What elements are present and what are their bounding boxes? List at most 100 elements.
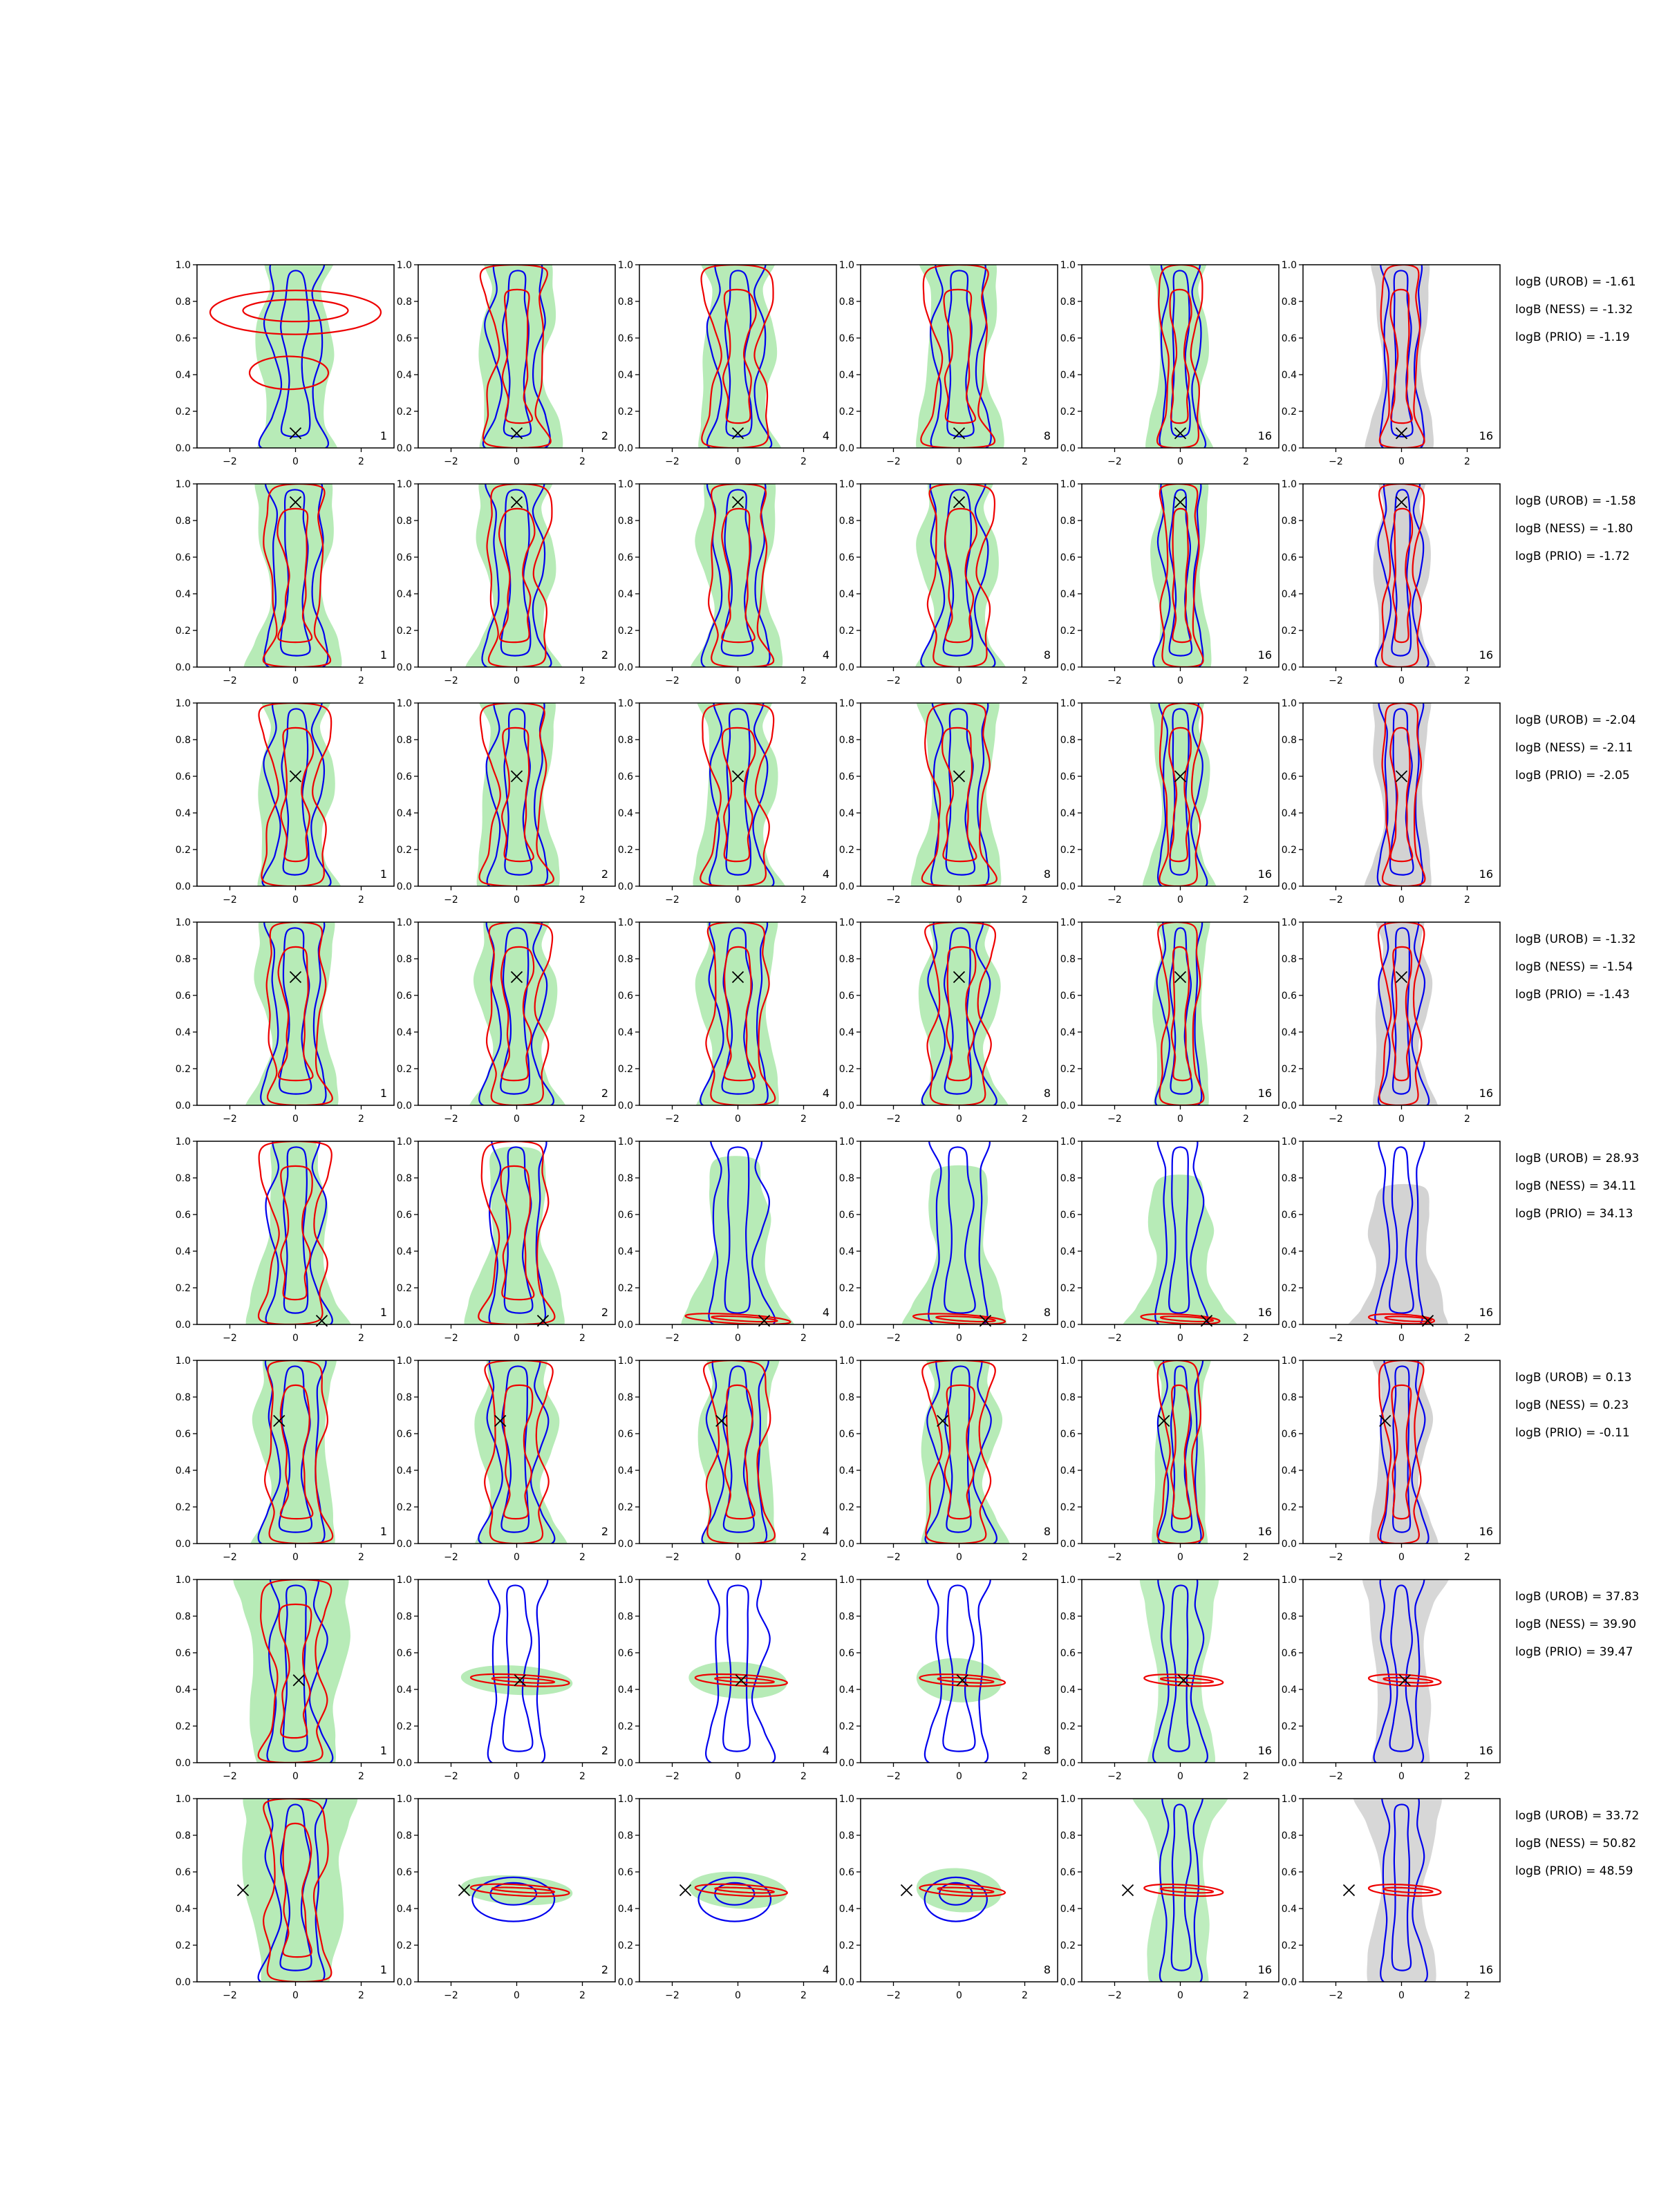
panel-r7-c5: −2 0 2 0.0 0.2 0.4 0.6 0.8 1.0 16 <box>1060 1575 1280 1782</box>
y-tick-label: 0.0 <box>1282 1758 1297 1769</box>
y-tick-label: 0.4 <box>176 589 191 600</box>
y-tick-label: 0.6 <box>1282 771 1297 782</box>
blue-contour <box>1170 270 1191 438</box>
red-contour <box>921 703 997 886</box>
y-tick-label: 0.6 <box>1060 333 1076 344</box>
y-tick-label: 0.0 <box>397 1100 412 1112</box>
blue-contour <box>725 708 752 876</box>
panel-number-label: 16 <box>1479 1744 1493 1757</box>
truth-marker <box>731 427 744 440</box>
x-tick-label: 0 <box>956 1114 962 1125</box>
y-tick-label: 0.4 <box>618 808 633 819</box>
panel-r5-c2: −2 0 2 0.0 0.2 0.4 0.6 0.8 1.0 2 <box>397 1136 616 1344</box>
panel-number-label: 2 <box>601 1087 608 1100</box>
logb-value: logB (NESS) = -1.54 <box>1515 960 1633 974</box>
y-tick-label: 0.6 <box>618 1429 633 1440</box>
y-tick-label: 0.6 <box>1060 1867 1076 1878</box>
panel-number-label: 16 <box>1258 1306 1272 1319</box>
red-contour <box>484 1360 554 1544</box>
y-tick-label: 0.2 <box>176 1940 191 1951</box>
x-tick-label: 2 <box>358 1990 364 2001</box>
x-tick-label: −2 <box>665 1990 679 2001</box>
y-tick-label: 0.6 <box>618 991 633 1002</box>
red-contour <box>478 703 554 886</box>
red-contour <box>469 1673 570 1687</box>
y-tick-label: 0.8 <box>397 297 412 308</box>
red-contour <box>1391 507 1414 644</box>
panel-contours <box>476 703 560 886</box>
y-tick-label: 0.6 <box>618 333 633 344</box>
panel-number-label: 1 <box>380 648 387 662</box>
y-tick-label: 0.8 <box>618 1611 633 1622</box>
red-contour <box>1159 1676 1215 1684</box>
x-tick-label: −2 <box>444 456 458 467</box>
blue-contour <box>1380 1799 1428 1982</box>
truth-marker <box>1174 496 1187 509</box>
y-tick-label: 0.6 <box>397 991 412 1002</box>
red-contour <box>926 484 996 667</box>
truth-marker <box>1174 770 1187 782</box>
panel-r3-c3: −2 0 2 0.0 0.2 0.4 0.6 0.8 1.0 4 <box>618 698 837 906</box>
panel-r2-c3: −2 0 2 0.0 0.2 0.4 0.6 0.8 1.0 4 <box>618 479 837 686</box>
red-contour <box>708 484 775 667</box>
y-tick-label: 1.0 <box>176 260 191 271</box>
x-tick-label: 0 <box>956 675 962 686</box>
y-tick-label: 0.2 <box>176 1721 191 1732</box>
blue-contour <box>1377 922 1430 1105</box>
y-tick-label: 0.2 <box>839 1283 854 1294</box>
y-tick-label: 0.2 <box>618 626 633 637</box>
blue-contour <box>1168 1146 1190 1314</box>
x-tick-label: 2 <box>579 1114 585 1125</box>
x-tick-label: 2 <box>579 675 585 686</box>
x-tick-label: 2 <box>1464 1771 1470 1782</box>
x-tick-label: 2 <box>1022 894 1028 906</box>
panel-number-label: 1 <box>380 1963 387 1976</box>
truth-marker <box>273 1414 285 1427</box>
y-tick-label: 0.2 <box>176 845 191 856</box>
red-contour <box>946 946 977 1082</box>
truth-marker <box>236 1884 250 1897</box>
panel-r8-c6: −2 0 2 0.0 0.2 0.4 0.6 0.8 1.0 16 <box>1282 1794 1501 2001</box>
x-tick-label: 2 <box>358 894 364 906</box>
red-contour <box>1391 1384 1412 1520</box>
y-tick-label: 0.4 <box>618 1904 633 1915</box>
blue-contour <box>265 1141 333 1324</box>
logb-value: logB (PRIO) = 48.59 <box>1515 1864 1633 1878</box>
blue-contour <box>1156 703 1208 886</box>
y-tick-label: 0.8 <box>618 735 633 746</box>
x-tick-label: −2 <box>665 1114 679 1125</box>
y-tick-label: 1.0 <box>176 1794 191 1805</box>
logb-value: logB (PRIO) = -0.11 <box>1515 1426 1630 1440</box>
density-fill <box>1123 1174 1237 1324</box>
y-tick-label: 0.0 <box>1060 1977 1076 1988</box>
blue-contour <box>263 484 329 667</box>
blue-contour <box>279 489 311 657</box>
y-tick-label: 0.8 <box>1060 1611 1076 1622</box>
y-tick-label: 1.0 <box>397 1575 412 1586</box>
red-contour <box>700 703 775 886</box>
y-tick-label: 0.4 <box>176 370 191 381</box>
logb-value: logB (PRIO) = -1.72 <box>1515 550 1630 563</box>
y-tick-label: 0.6 <box>176 333 191 344</box>
y-tick-label: 0.8 <box>839 297 854 308</box>
logb-value: logB (UROB) = 0.13 <box>1515 1371 1631 1385</box>
panel-number-label: 8 <box>1044 648 1051 662</box>
panel-r1-c3: −2 0 2 0.0 0.2 0.4 0.6 0.8 1.0 4 <box>618 260 837 467</box>
blue-contour <box>924 1580 991 1763</box>
panel-number-label: 8 <box>1044 1087 1051 1100</box>
panel-contours <box>681 1141 795 1324</box>
red-contour <box>694 1673 788 1687</box>
x-tick-label: −2 <box>223 1552 237 1563</box>
red-contour <box>263 1799 332 1982</box>
red-contour <box>265 922 333 1105</box>
y-tick-label: 0.2 <box>176 1064 191 1075</box>
panel-contours <box>474 1360 568 1544</box>
density-fill <box>460 1665 573 1696</box>
y-tick-label: 1.0 <box>1060 917 1076 928</box>
red-contour <box>491 1676 556 1684</box>
red-contour <box>501 727 534 863</box>
y-tick-label: 0.0 <box>176 1758 191 1769</box>
red-contour <box>723 946 756 1082</box>
y-tick-label: 0.6 <box>618 771 633 782</box>
red-contour <box>498 507 536 644</box>
